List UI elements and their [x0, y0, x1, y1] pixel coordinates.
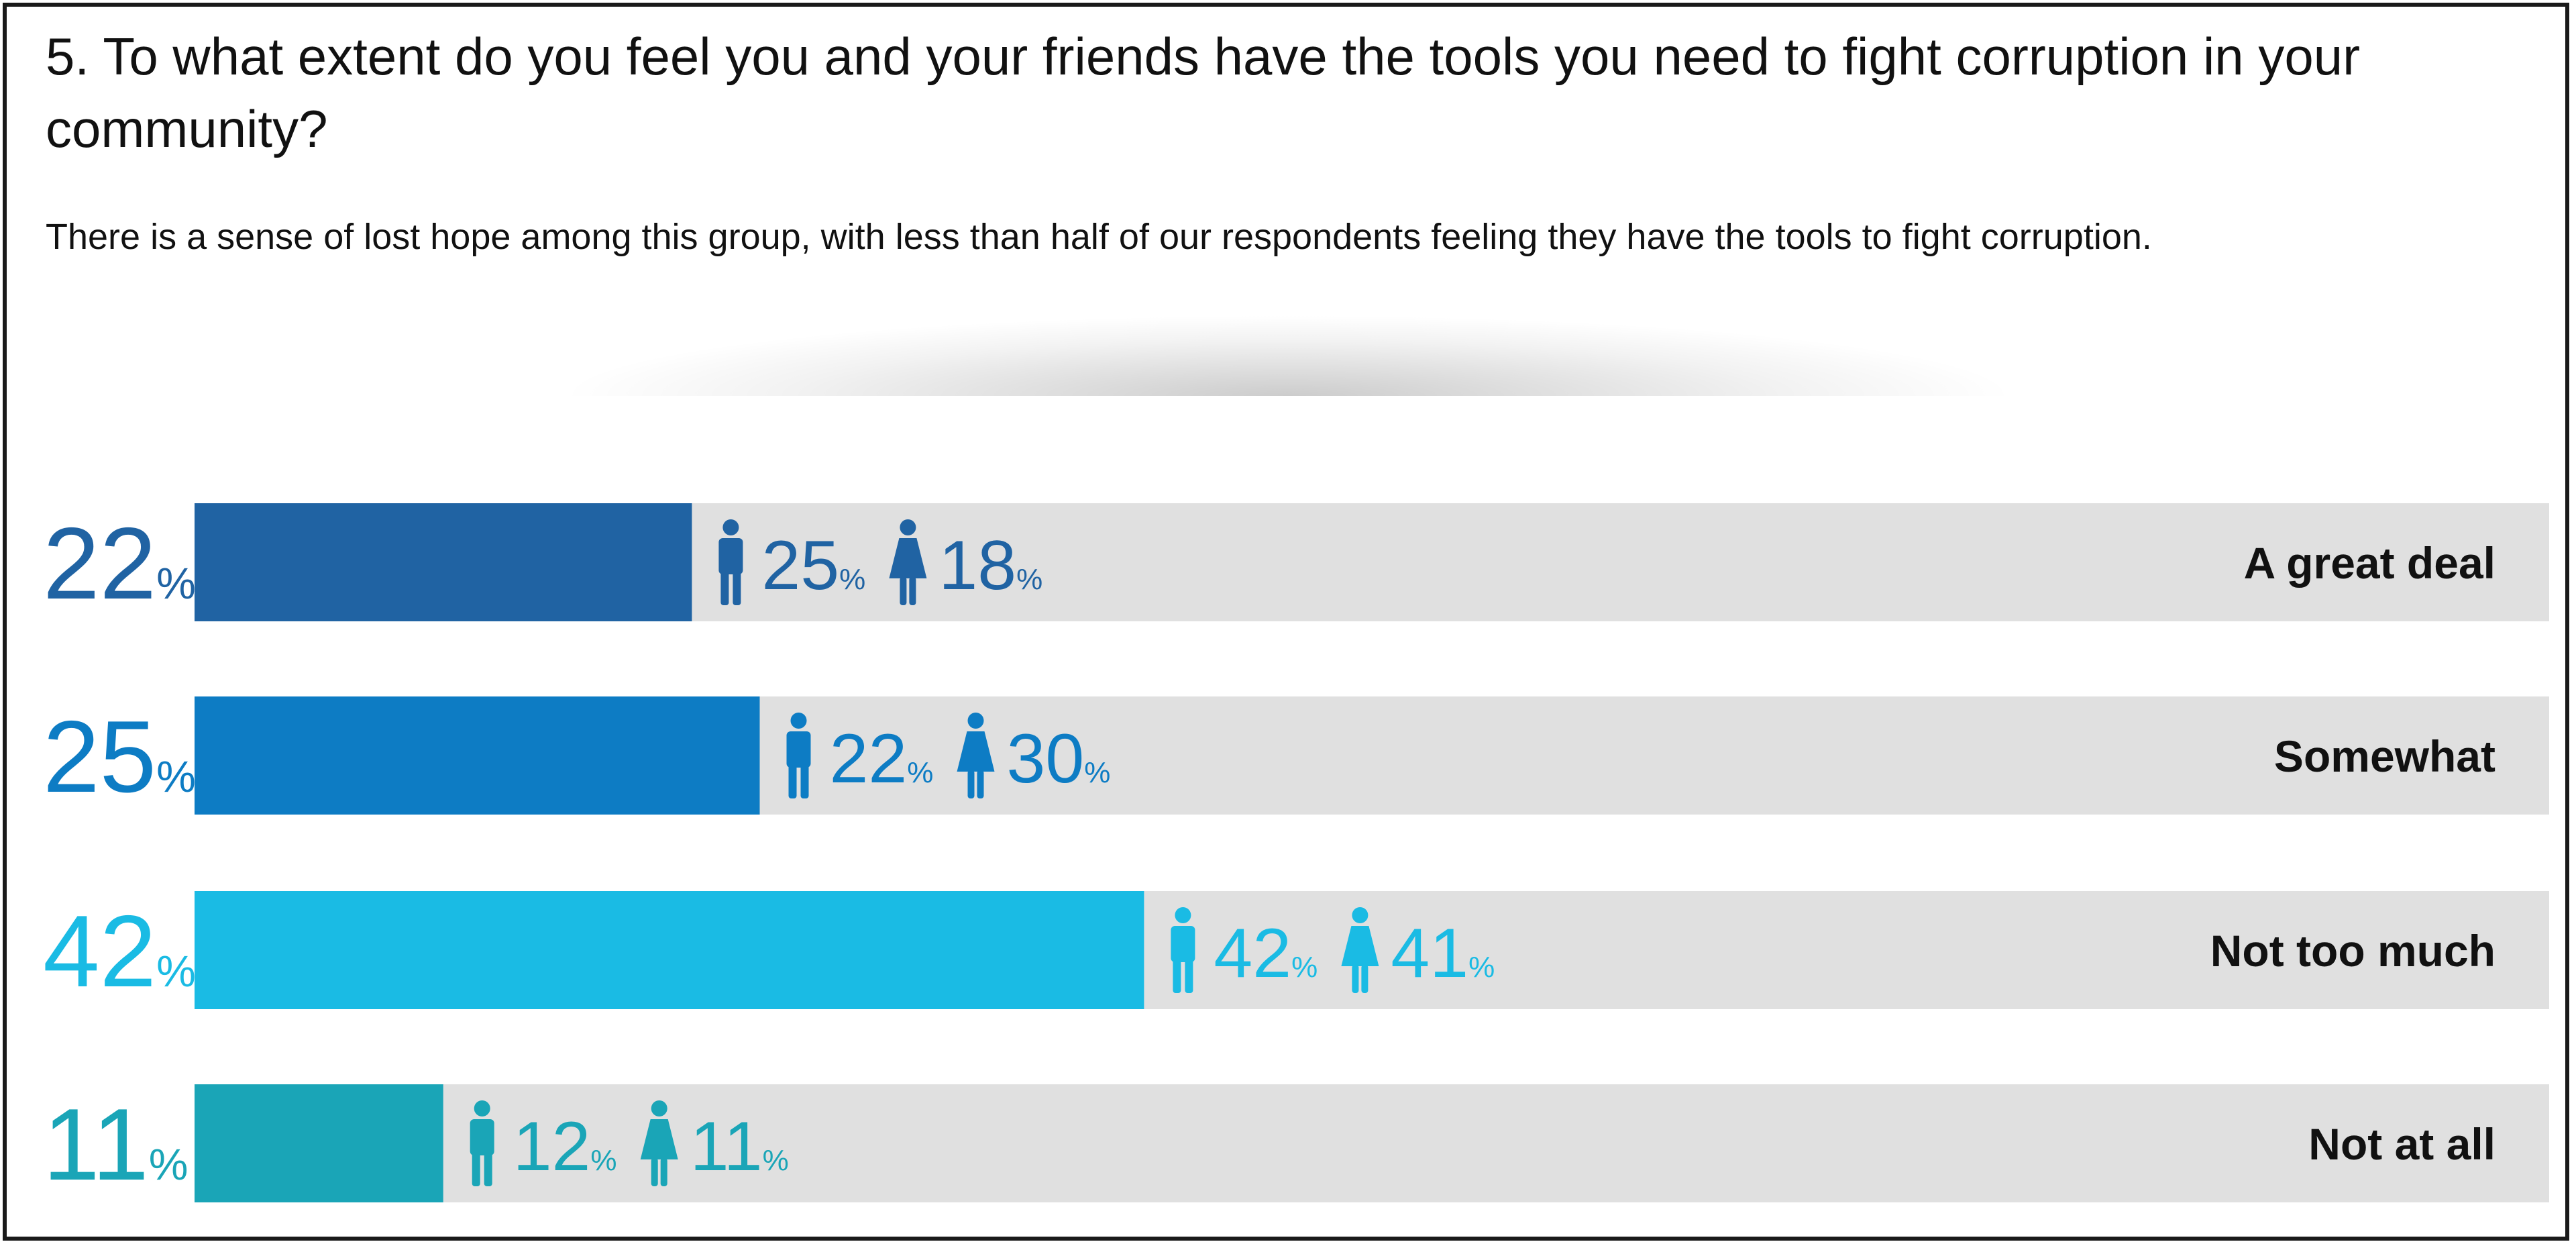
bar-track [195, 1084, 2549, 1202]
female-icon [640, 1100, 678, 1186]
male-percent-label: 42% [1214, 915, 1318, 992]
female-icon [889, 519, 927, 605]
bar [195, 891, 1144, 1009]
bar-value-label: 25% [43, 700, 196, 814]
female-percent-label: 30% [1007, 720, 1111, 798]
bar-value-label: 11% [43, 1088, 188, 1202]
male-icon [470, 1100, 494, 1186]
male-percent-label: 12% [513, 1108, 617, 1186]
category-label: Somewhat [2274, 731, 2496, 781]
bar [195, 1084, 443, 1202]
category-label: Not at all [2308, 1119, 2496, 1169]
question-title: 5. To what extent do you feel you and yo… [46, 27, 2361, 158]
male-icon [718, 519, 743, 605]
female-percent-label: 41% [1391, 915, 1495, 992]
chart-frame: 5. To what extent do you feel you and yo… [3, 3, 2569, 1241]
male-icon [1171, 907, 1195, 993]
male-percent-label: 22% [830, 720, 934, 798]
bar [195, 696, 760, 815]
male-icon [786, 713, 811, 798]
female-icon [957, 713, 995, 798]
female-icon [1341, 907, 1379, 993]
category-label: Not too much [2210, 926, 2496, 976]
bar-value-label: 22% [43, 507, 196, 621]
bar-value-label: 42% [43, 894, 196, 1008]
decorative-shadow [382, 295, 2194, 396]
chart-subtitle: There is a sense of lost hope among this… [46, 217, 2152, 257]
female-percent-label: 11% [690, 1108, 789, 1186]
male-percent-label: 25% [761, 527, 865, 605]
bar-chart: 22% A great deal 25% 18% 25% Somewhat 22% 30% 42… [43, 503, 2549, 1202]
female-percent-label: 18% [938, 527, 1042, 605]
category-label: A great deal [2244, 538, 2496, 588]
bar [195, 503, 692, 621]
